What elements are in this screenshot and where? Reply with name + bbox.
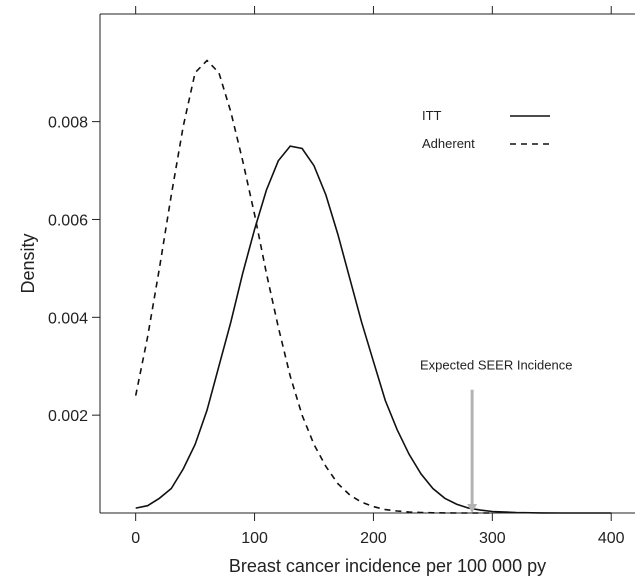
x-axis-title: Breast cancer incidence per 100 000 py xyxy=(229,556,546,576)
x-ticks: 0 100 200 300 400 xyxy=(131,6,625,547)
annotations: Expected SEER Incidence xyxy=(420,358,572,513)
legend-label-adherent: Adherent xyxy=(422,136,475,151)
series-line-adherent xyxy=(134,59,493,514)
x-tick-label: 100 xyxy=(241,530,268,547)
x-tick-label: 0 xyxy=(131,530,140,547)
y-tick-label: 0.002 xyxy=(48,408,88,425)
legend-label-itt: ITT xyxy=(422,108,442,123)
x-tick-label: 300 xyxy=(479,530,506,547)
y-axis-title: Density xyxy=(18,233,38,293)
x-tick-label: 200 xyxy=(360,530,387,547)
legend: ITT Adherent xyxy=(422,108,550,151)
y-tick-label: 0.008 xyxy=(48,115,88,132)
annotation-text: Expected SEER Incidence xyxy=(420,358,572,373)
x-tick-label: 400 xyxy=(598,530,625,547)
y-tick-label: 0.004 xyxy=(48,310,88,327)
y-tick-label: 0.006 xyxy=(48,212,88,229)
series-lines xyxy=(134,59,612,514)
annotation-arrow-head xyxy=(467,504,478,513)
y-ticks: 0.002 0.004 0.006 0.008 xyxy=(48,115,100,425)
series-line-itt xyxy=(135,145,612,514)
axes-layer xyxy=(99,13,635,514)
